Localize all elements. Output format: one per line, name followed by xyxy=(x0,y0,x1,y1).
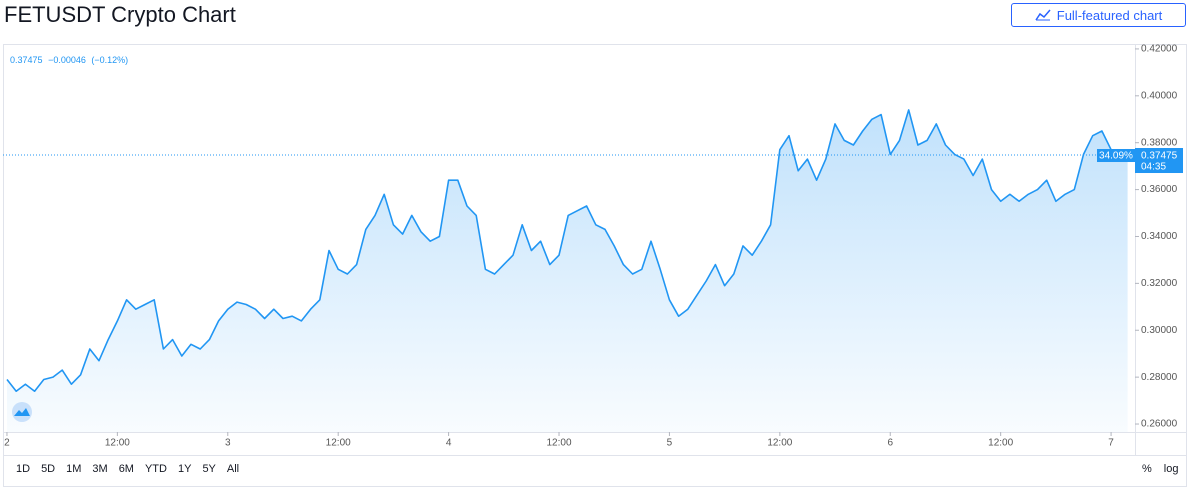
price-badge-label: 0.37475 xyxy=(1141,151,1178,162)
y-tick-label: 0.32000 xyxy=(1141,278,1178,289)
range-button[interactable]: 1Y xyxy=(177,463,192,475)
legend-change: −0.00046 xyxy=(48,55,86,65)
range-button[interactable]: 5D xyxy=(41,463,56,475)
page-title: FETUSDT Crypto Chart xyxy=(4,2,236,27)
y-tick-label: 0.42000 xyxy=(1141,44,1178,55)
range-button[interactable]: 1M xyxy=(66,463,82,475)
range-button[interactable]: All xyxy=(226,463,240,475)
legend-change-pct: (−0.12%) xyxy=(91,55,128,65)
y-tick-label: 0.30000 xyxy=(1141,325,1178,336)
x-tick-label: 12:00 xyxy=(105,438,130,449)
price-badge xyxy=(1135,148,1183,174)
range-button[interactable]: YTD xyxy=(144,463,167,475)
x-tick-label: 5 xyxy=(667,438,673,449)
chart-frame xyxy=(3,44,1187,487)
y-tick-label: 0.26000 xyxy=(1141,419,1178,430)
log-toggle[interactable]: log xyxy=(1163,463,1179,475)
area-fill xyxy=(7,109,1128,433)
pct-badge xyxy=(1097,149,1135,163)
range-toolbar: 1D 5D 1M 3M 6M YTD 1Y 5Y All xyxy=(16,463,239,475)
range-button[interactable]: 1D xyxy=(16,463,31,475)
x-tick-label: 3 xyxy=(225,438,231,449)
x-tick-label: 2 xyxy=(4,438,10,449)
range-button[interactable]: 6M xyxy=(118,463,134,475)
legend: 0.37475 −0.00046 (−0.12%) xyxy=(10,55,128,65)
x-tick-label: 12:00 xyxy=(326,438,351,449)
x-tick-label: 12:00 xyxy=(767,438,792,449)
price-line xyxy=(6,109,1128,392)
y-tick-label: 0.38000 xyxy=(1141,137,1178,148)
countdown-label: 04:35 xyxy=(1141,162,1166,173)
range-button[interactable]: 5Y xyxy=(202,463,216,475)
y-tick-label: 0.40000 xyxy=(1141,90,1178,101)
logo xyxy=(12,402,32,422)
y-tick-label: 0.28000 xyxy=(1141,372,1178,383)
x-tick-label: 12:00 xyxy=(547,438,572,449)
range-button[interactable]: 3M xyxy=(92,463,108,475)
y-tick-label: 0.34000 xyxy=(1141,231,1178,242)
y-tick-label: 0.36000 xyxy=(1141,184,1178,195)
chart-icon xyxy=(1035,9,1051,21)
button-label: Full-featured chart xyxy=(1056,7,1163,23)
legend-price: 0.37475 xyxy=(10,55,43,65)
scale-toolbar: % log xyxy=(1142,463,1178,475)
full-chart-button[interactable]: Full-featured chart xyxy=(1011,3,1186,27)
percent-toggle[interactable]: % xyxy=(1142,463,1152,475)
pct-badge-label: 34.09% xyxy=(1099,151,1133,162)
x-tick-label: 6 xyxy=(887,438,893,449)
x-tick-label: 12:00 xyxy=(988,438,1013,449)
x-tick-label: 4 xyxy=(446,438,452,449)
x-tick-label: 7 xyxy=(1108,438,1114,449)
